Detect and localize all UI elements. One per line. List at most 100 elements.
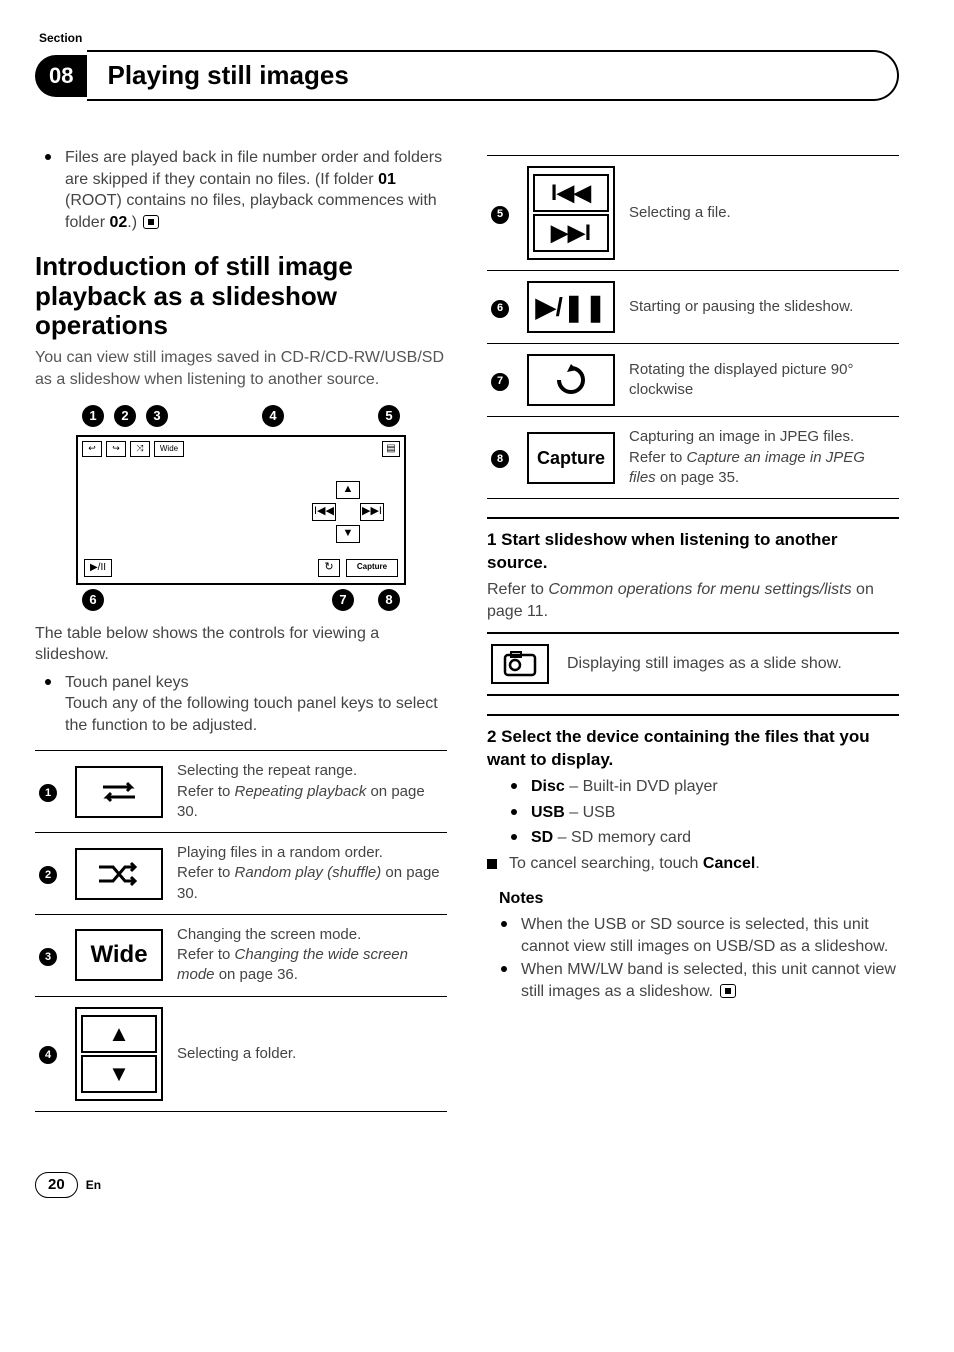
table-row: 1 Selecting the repeat range. Refer to R… <box>35 751 447 833</box>
up-icon: ▲ <box>336 481 360 499</box>
h: Introduction of still image <box>35 251 353 281</box>
left-column: Files are played back in file number ord… <box>35 147 447 1111</box>
prev-icon: I◀◀ <box>312 503 336 521</box>
callout-8: 8 <box>378 589 400 611</box>
page-number: 20 <box>35 1172 78 1198</box>
capture-icon: Capture <box>346 559 398 577</box>
callout-1: 1 <box>82 405 104 427</box>
square-bullet-icon <box>487 859 497 869</box>
notes-heading: Notes <box>499 888 899 910</box>
section-label: Section <box>39 30 899 46</box>
b: USB <box>531 804 565 821</box>
table-row: 5 I◀◀ ▶▶I Selecting a file. <box>487 156 899 271</box>
fwd-icon: ↪ <box>106 441 126 457</box>
topbar: ↩ ↪ ⤨ Wide <box>82 441 184 457</box>
t: Refer to <box>177 783 235 800</box>
row-desc: Selecting a file. <box>629 203 895 223</box>
playpause-icon: ▶/II <box>84 559 112 577</box>
step-2-heading: 2 Select the device containing the files… <box>487 726 899 772</box>
t: Touch panel keys <box>65 674 189 691</box>
shuffle-icon: ⤨ <box>130 441 150 457</box>
table-row: 8 Capture Capturing an image in JPEG fil… <box>487 417 899 499</box>
controls-table-right: 5 I◀◀ ▶▶I Selecting a file. 6 ▶/❚❚ Start… <box>487 155 899 499</box>
cancel-note: To cancel searching, touch Cancel. <box>487 853 899 875</box>
up-triangle-icon: ▲ <box>81 1015 157 1053</box>
bullet-icon <box>45 679 51 685</box>
t: SD – SD memory card <box>531 827 691 849</box>
b: SD <box>531 829 553 846</box>
note-item: When the USB or SD source is selected, t… <box>491 914 899 957</box>
prevnext-icon: I◀◀ ▶▶I <box>527 166 615 260</box>
folder02: 02 <box>109 214 127 231</box>
t: Refer to <box>177 946 235 963</box>
folder01: 01 <box>378 171 396 188</box>
list-item: SD – SD memory card <box>511 827 899 849</box>
t: Capturing an image in JPEG files. <box>629 428 854 445</box>
row-num: 1 <box>39 784 57 802</box>
row-desc: Playing files in a random order. Refer t… <box>177 843 443 904</box>
intro-bullet: Files are played back in file number ord… <box>35 147 447 233</box>
prev-track-icon: I◀◀ <box>533 174 609 212</box>
row-desc: Capturing an image in JPEG files. Refer … <box>629 427 895 488</box>
down-icon: ▼ <box>336 525 360 543</box>
t: Playing files in a random order. <box>177 844 383 861</box>
b: Disc <box>531 778 565 795</box>
page-header: 08 Playing still images <box>35 50 899 101</box>
t: . <box>755 855 759 872</box>
bullet-icon <box>45 154 51 160</box>
bullet-icon <box>511 809 517 815</box>
t: – USB <box>565 804 616 821</box>
row-desc: Starting or pausing the slideshow. <box>629 297 895 317</box>
row-num: 4 <box>39 1046 57 1064</box>
slideshow-heading: Introduction of still image playback as … <box>35 252 447 342</box>
t: – Built-in DVD player <box>565 778 718 795</box>
row-num: 3 <box>39 948 57 966</box>
t: Refer to <box>177 864 235 881</box>
capture-icon: Capture <box>527 432 615 484</box>
divider <box>487 714 899 716</box>
t: To cancel searching, touch Cancel. <box>509 853 760 875</box>
slideshow-desc: Displaying still images as a slide show. <box>567 653 842 675</box>
intro-text: Files are played back in file number ord… <box>65 147 447 233</box>
t: Common operations for menu settings/list… <box>548 581 851 598</box>
row-desc: Rotating the displayed picture 90° clock… <box>629 360 895 401</box>
page-footer: 20 En <box>35 1172 899 1198</box>
callout-4: 4 <box>262 405 284 427</box>
row-num: 6 <box>491 300 509 318</box>
repeat-icon <box>75 766 163 818</box>
row-num: 2 <box>39 866 57 884</box>
end-mark-icon <box>143 215 159 229</box>
t: When MW/LW band is selected, this unit c… <box>521 961 896 1000</box>
wide-icon: Wide <box>154 441 184 457</box>
slideshow-icon <box>491 644 549 684</box>
slideshow-icon-row: Displaying still images as a slide show. <box>487 632 899 696</box>
bullet-icon <box>511 834 517 840</box>
touchkeys-text: Touch panel keys Touch any of the follow… <box>65 672 447 737</box>
t: Refer to <box>629 449 687 466</box>
h: operations <box>35 310 168 340</box>
table-row: 2 Playing files in a random order. Refer… <box>35 833 447 915</box>
next-icon: ▶▶I <box>360 503 384 521</box>
note-item: When MW/LW band is selected, this unit c… <box>491 959 899 1002</box>
callout-bottom: 6 7 8 <box>76 585 406 613</box>
h: playback as a slideshow <box>35 281 337 311</box>
right-column: 5 I◀◀ ▶▶I Selecting a file. 6 ▶/❚❚ Start… <box>487 147 899 1111</box>
step-1-text: Refer to Common operations for menu sett… <box>487 579 899 622</box>
t: on page 36. <box>215 966 298 983</box>
t: When the USB or SD source is selected, t… <box>521 914 899 957</box>
t: Disc – Built-in DVD player <box>531 776 718 798</box>
callout-7: 7 <box>332 589 354 611</box>
t: – SD memory card <box>553 829 691 846</box>
bullet-icon <box>511 783 517 789</box>
t: Repeating playback <box>235 783 367 800</box>
callout-top: 1 2 3 4 5 <box>76 405 406 429</box>
touchkeys-bullet: Touch panel keys Touch any of the follow… <box>35 672 447 737</box>
down-triangle-icon: ▼ <box>81 1055 157 1093</box>
list-item: USB – USB <box>511 802 899 824</box>
rotate-icon: ↻ <box>318 559 340 577</box>
callout-3: 3 <box>146 405 168 427</box>
t: Random play (shuffle) <box>235 864 382 881</box>
step-1-heading: 1 Start slideshow when listening to anot… <box>487 529 899 575</box>
table-intro: The table below shows the controls for v… <box>35 623 447 666</box>
t: Touch any of the following touch panel k… <box>65 695 438 734</box>
